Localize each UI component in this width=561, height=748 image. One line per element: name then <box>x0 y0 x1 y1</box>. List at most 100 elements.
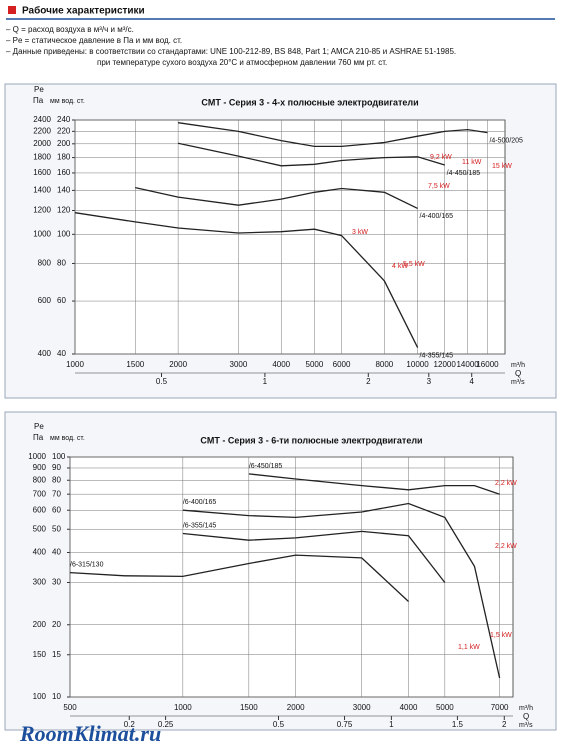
y2-tick-label: 80 <box>57 259 66 268</box>
y-tick-label: 400 <box>33 548 47 557</box>
y-unit: Па <box>33 96 44 105</box>
y2-tick-label: 200 <box>57 139 71 148</box>
y-tick-label: 1000 <box>28 452 46 461</box>
y2-tick-label: 160 <box>57 168 71 177</box>
x-tick-label: 10000 <box>406 360 429 369</box>
x2-tick-label: 1.5 <box>452 720 464 729</box>
y2-tick-label: 15 <box>52 650 61 659</box>
legend-label: /6-315/130 <box>70 561 104 568</box>
x-tick-label: 14000 <box>456 360 479 369</box>
header-title: Рабочие характеристики <box>22 5 145 17</box>
y-tick-label: 800 <box>33 475 47 484</box>
x-tick-label: 3000 <box>353 703 371 712</box>
y2-tick-label: 60 <box>52 505 61 514</box>
x-tick-label: 500 <box>63 703 77 712</box>
y2-tick-label: 40 <box>57 349 66 358</box>
curve <box>177 142 445 167</box>
y-tick-label: 100 <box>33 692 47 701</box>
y-tick-label: 1000 <box>33 229 51 238</box>
chart-title: CMT - Серия 3 - 4-х полюсные электродвиг… <box>201 97 418 107</box>
legend-label: /6-450/185 <box>249 463 283 470</box>
x-tick-label: 2000 <box>287 703 305 712</box>
curve <box>69 554 409 602</box>
y2-tick-label: 20 <box>52 620 61 629</box>
plot-area <box>74 119 506 355</box>
y-tick-label: 800 <box>38 259 52 268</box>
y2-tick-label: 60 <box>57 296 66 305</box>
x2-tick-label: 0.2 <box>124 720 136 729</box>
y-tick-label: 200 <box>33 620 47 629</box>
curve <box>248 473 500 495</box>
y-tick-label: 2400 <box>33 115 51 124</box>
curve <box>182 530 446 583</box>
header-line: – Данные приведены: в соответствии со ст… <box>6 47 456 56</box>
x2-tick-label: 1 <box>389 720 394 729</box>
watermark: RoomKlimat.ru <box>19 721 161 746</box>
x2-tick-label: 3 <box>427 377 432 386</box>
y-tick-label: 300 <box>33 578 47 587</box>
curve <box>178 122 488 148</box>
x-tick-label: 8000 <box>375 360 393 369</box>
y2-tick-label: 50 <box>52 524 61 533</box>
x-tick-label: 12000 <box>434 360 457 369</box>
x-tick-label: 1500 <box>240 703 258 712</box>
y-tick-label: 150 <box>33 650 47 659</box>
legend-label: /4-450/185 <box>447 170 481 177</box>
y-tick-label: 2200 <box>33 126 51 135</box>
x-unit: m³/h <box>519 705 533 712</box>
x2-tick-label: 0.25 <box>158 720 174 729</box>
legend-label: /6-400/165 <box>183 499 217 506</box>
x2-tick-label: 0.75 <box>337 720 353 729</box>
plot-area <box>69 456 514 698</box>
y-tick-label: 1200 <box>33 206 51 215</box>
power-label: 2,2 kW <box>495 480 517 487</box>
x2-tick-label: 1 <box>263 377 268 386</box>
x-axis-label: Q <box>515 369 521 378</box>
y-tick-label: 500 <box>33 524 47 533</box>
y2-unit: мм вод. ст. <box>50 98 85 105</box>
y2-tick-label: 120 <box>57 206 71 215</box>
y-axis-label: Pe <box>34 422 44 431</box>
x-tick-label: 1000 <box>174 703 192 712</box>
x-tick-label: 1000 <box>66 360 84 369</box>
x2-tick-label: 2 <box>502 720 507 729</box>
y2-tick-label: 30 <box>52 578 61 587</box>
x2-unit: m³/s <box>511 379 525 386</box>
x2-tick-label: 2 <box>366 377 371 386</box>
y2-tick-label: 180 <box>57 153 71 162</box>
x-tick-label: 5000 <box>436 703 454 712</box>
y-tick-label: 400 <box>38 349 52 358</box>
x-tick-label: 2000 <box>169 360 187 369</box>
y-tick-label: 600 <box>33 505 47 514</box>
y2-tick-label: 220 <box>57 126 71 135</box>
power-label: 1,5 kW <box>490 632 512 639</box>
header-line: – Q = расход воздуха в м³/ч и м³/с. <box>6 25 134 34</box>
y2-tick-label: 100 <box>57 229 71 238</box>
power-label: 4 kW <box>392 263 408 270</box>
y-unit: Па <box>33 433 44 442</box>
y2-tick-label: 70 <box>52 489 61 498</box>
x2-unit: m³/s <box>519 722 533 729</box>
curve <box>74 212 419 348</box>
y-tick-label: 900 <box>33 463 47 472</box>
header-line: – Pe = статическое давление в Па и мм во… <box>6 36 182 45</box>
legend-label: /4-500/205 <box>489 137 523 144</box>
x-tick-label: 4000 <box>272 360 290 369</box>
power-label: 11 kW <box>462 159 482 166</box>
x-tick-label: 5000 <box>306 360 324 369</box>
curve <box>182 502 501 679</box>
legend-label: /4-400/165 <box>420 213 454 220</box>
x-tick-label: 16000 <box>476 360 499 369</box>
x-axis-label: Q <box>523 712 529 721</box>
y2-tick-label: 10 <box>52 692 61 701</box>
y-tick-label: 1800 <box>33 153 51 162</box>
y2-unit: мм вод. ст. <box>50 435 85 442</box>
x-unit: m³/h <box>511 362 525 369</box>
header-icon <box>8 6 16 14</box>
x2-tick-label: 0.5 <box>273 720 285 729</box>
power-label: 1,1 kW <box>458 644 480 651</box>
y2-tick-label: 100 <box>52 452 66 461</box>
power-label: 7,5 kW <box>428 183 450 190</box>
header-line: при температуре сухого воздуха 20°C и ат… <box>97 58 387 67</box>
